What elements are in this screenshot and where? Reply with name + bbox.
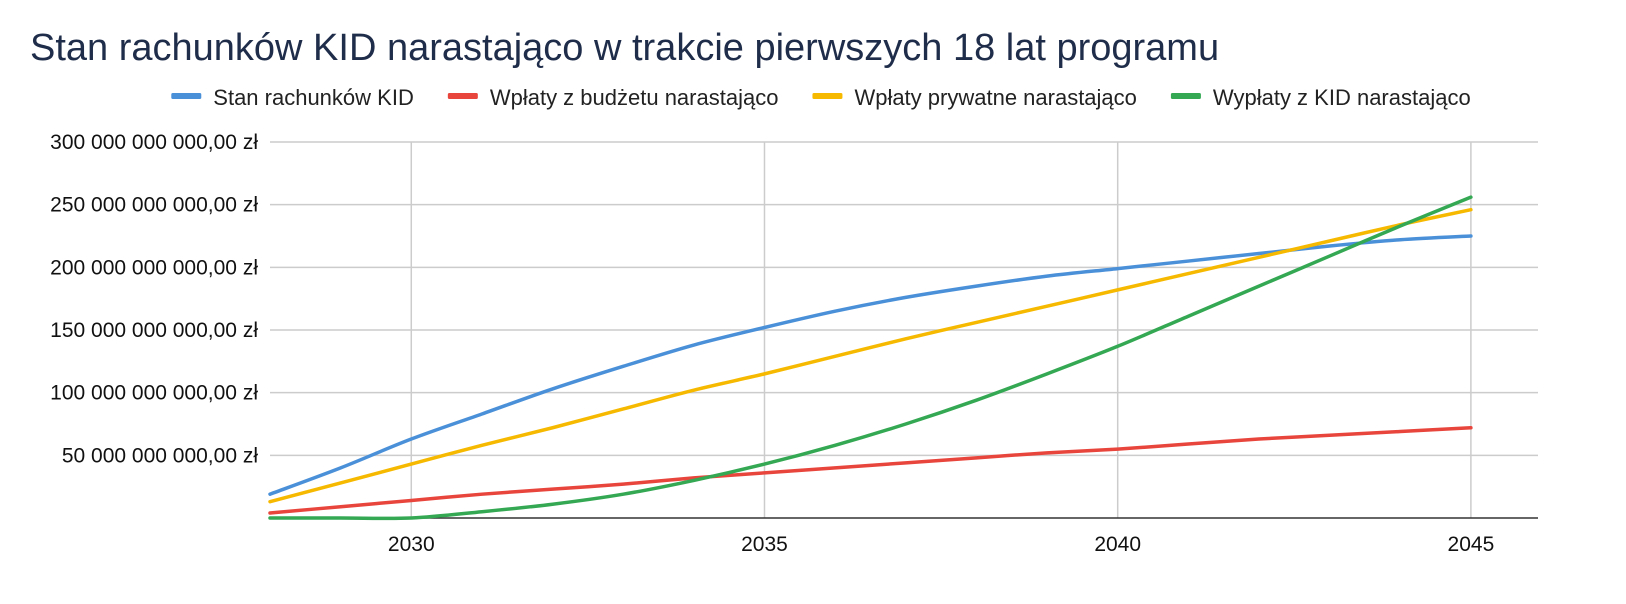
series-line-stan-rachunkow xyxy=(268,234,1473,496)
legend-label: Wpłaty prywatne narastająco xyxy=(854,85,1136,110)
series-lines xyxy=(268,195,1473,521)
y-tick-label: 200 000 000 000,00 zł xyxy=(50,256,258,279)
x-tick-label: 2030 xyxy=(388,533,435,556)
series-line-wplaty-budzet xyxy=(268,426,1473,515)
series-line-wyplaty-kid xyxy=(268,195,1473,521)
legend-swatch xyxy=(1170,93,1201,99)
y-tick-label: 50 000 000 000,00 zł xyxy=(62,444,259,467)
legend-label: Stan rachunków KID xyxy=(213,85,414,110)
y-tick-label: 100 000 000 000,00 zł xyxy=(50,382,258,405)
y-tick-label: 300 000 000 000,00 zł xyxy=(50,131,258,154)
x-tick-label: 2035 xyxy=(741,533,788,556)
x-tick-label: 2045 xyxy=(1448,533,1495,556)
x-axis: 2030 2035 2040 2045 xyxy=(270,517,1538,556)
legend-swatch xyxy=(812,93,843,99)
x-tick-label: 2040 xyxy=(1094,533,1141,556)
y-tick-label: 150 000 000 000,00 zł xyxy=(50,319,258,342)
legend-swatch xyxy=(171,93,202,99)
series-line-wplaty-prywatne xyxy=(268,207,1473,504)
legend-swatch xyxy=(447,93,478,99)
y-tick-label: 250 000 000 000,00 zł xyxy=(50,194,258,217)
legend-label: Wpłaty z budżetu narastająco xyxy=(490,85,779,110)
legend: Stan rachunków KID Wpłaty z budżetu naras… xyxy=(171,85,1471,110)
y-axis: 50 000 000 000,00 zł 100 000 000 000,00 z… xyxy=(50,131,258,467)
gridlines xyxy=(270,141,1538,518)
chart-title: Stan rachunków KID narastająco w trakcie… xyxy=(30,27,1219,69)
legend-label: Wypłaty z KID narastająco xyxy=(1213,85,1471,110)
